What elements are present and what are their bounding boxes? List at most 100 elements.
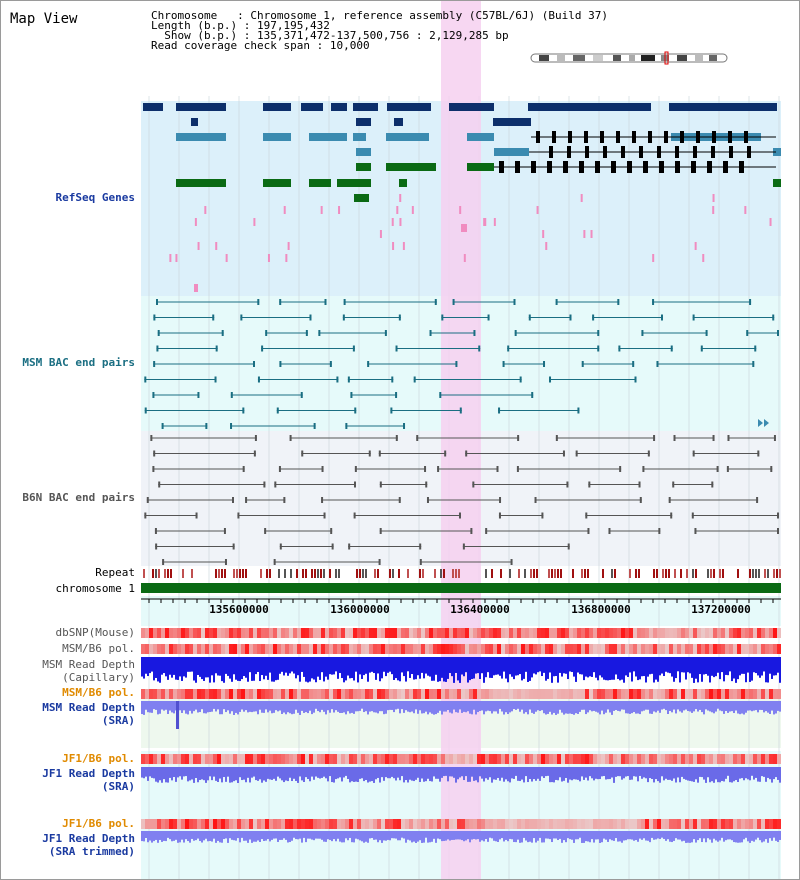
depth-bar — [759, 831, 761, 841]
heat-cell — [473, 689, 477, 699]
heat-cell — [593, 644, 597, 654]
depth-bar — [465, 701, 467, 713]
heat-cell — [377, 819, 381, 829]
heat-cell — [653, 754, 657, 764]
heat-cell — [461, 819, 465, 829]
depth-bar — [239, 831, 241, 843]
heat-cell — [445, 644, 449, 654]
depth-bar — [255, 831, 257, 842]
depth-bar — [373, 701, 375, 713]
depth-bar — [359, 767, 361, 779]
heat-cell — [397, 754, 401, 764]
depth-bar — [191, 701, 193, 714]
heat-cell — [237, 628, 241, 638]
depth-bar — [189, 701, 191, 711]
depth-bar — [765, 657, 767, 683]
depth-bar — [713, 701, 715, 714]
gene-tick — [391, 218, 394, 226]
heat-cell — [553, 644, 557, 654]
depth-bar — [257, 657, 259, 672]
heat-cell — [421, 754, 425, 764]
heat-cell — [397, 819, 401, 829]
depth-bar — [503, 767, 505, 782]
depth-bar — [751, 831, 753, 841]
depth-bar — [623, 657, 625, 683]
jf1-b6-pol-label: JF1/B6 pol. — [62, 752, 135, 765]
depth-bar — [435, 701, 437, 715]
depth-bar — [567, 657, 569, 680]
heat-cell — [541, 628, 545, 638]
bac-end — [342, 314, 345, 321]
heat-cell — [353, 754, 357, 764]
bac-end — [161, 423, 164, 429]
depth-bar — [319, 657, 321, 680]
gene-exon — [648, 131, 652, 143]
repeat-mark — [242, 569, 244, 578]
depth-bar — [229, 831, 231, 839]
depth-bar — [635, 701, 637, 714]
heat-cell — [329, 754, 333, 764]
depth-bar — [327, 831, 329, 840]
heat-cell — [297, 689, 301, 699]
depth-bar — [473, 657, 475, 679]
heat-cell — [193, 644, 197, 654]
depth-bar — [225, 767, 227, 782]
depth-bar — [333, 831, 335, 840]
bac-end — [658, 528, 661, 534]
depth-bar — [423, 701, 425, 714]
track-content — [141, 103, 781, 843]
gene-block — [337, 179, 371, 187]
bac-end — [670, 345, 673, 352]
repeat-mark — [158, 569, 160, 578]
depth-bar — [389, 701, 391, 710]
heat-cell — [401, 819, 405, 829]
heat-cell — [233, 754, 237, 764]
heat-cell — [145, 628, 149, 638]
chromosome-ideogram[interactable] — [530, 51, 728, 65]
depth-bar — [451, 657, 453, 677]
depth-bar — [411, 657, 413, 675]
depth-bar — [181, 767, 183, 780]
heat-cell — [257, 754, 261, 764]
depth-bar — [321, 701, 323, 710]
bac-end — [746, 330, 749, 336]
depth-bar — [631, 657, 633, 682]
heat-cell — [721, 819, 725, 829]
depth-bar — [493, 657, 495, 676]
bac-end — [668, 497, 671, 503]
depth-bar — [705, 831, 707, 843]
depth-bar — [721, 701, 723, 712]
depth-bar — [491, 831, 493, 839]
heat-cell — [261, 644, 265, 654]
heat-cell — [253, 644, 257, 654]
selected-region-highlight[interactable] — [441, 1, 481, 880]
heat-cell — [729, 819, 733, 829]
depth-bar — [343, 831, 345, 843]
heat-cell — [289, 644, 293, 654]
heat-cell — [465, 628, 469, 638]
repeat-mark — [221, 569, 223, 578]
depth-bar — [335, 657, 337, 672]
heat-cell — [313, 819, 317, 829]
depth-bar — [403, 657, 405, 677]
depth-bar — [591, 701, 593, 712]
depth-bar — [175, 657, 177, 680]
depth-bar — [591, 657, 593, 677]
depth-bar — [151, 657, 153, 672]
depth-bar — [355, 657, 357, 672]
heat-cell — [421, 628, 425, 638]
heat-cell — [277, 628, 281, 638]
repeat-mark — [767, 569, 769, 578]
depth-bar — [609, 767, 611, 780]
heat-cell — [493, 644, 497, 654]
heat-cell — [617, 689, 621, 699]
repeat-mark — [269, 569, 271, 578]
depth-bar — [541, 767, 543, 777]
depth-bar — [415, 657, 417, 680]
depth-bar — [597, 701, 599, 713]
heat-cell — [765, 644, 769, 654]
heat-cell — [513, 689, 517, 699]
heat-cell — [649, 689, 653, 699]
heat-cell — [417, 644, 421, 654]
